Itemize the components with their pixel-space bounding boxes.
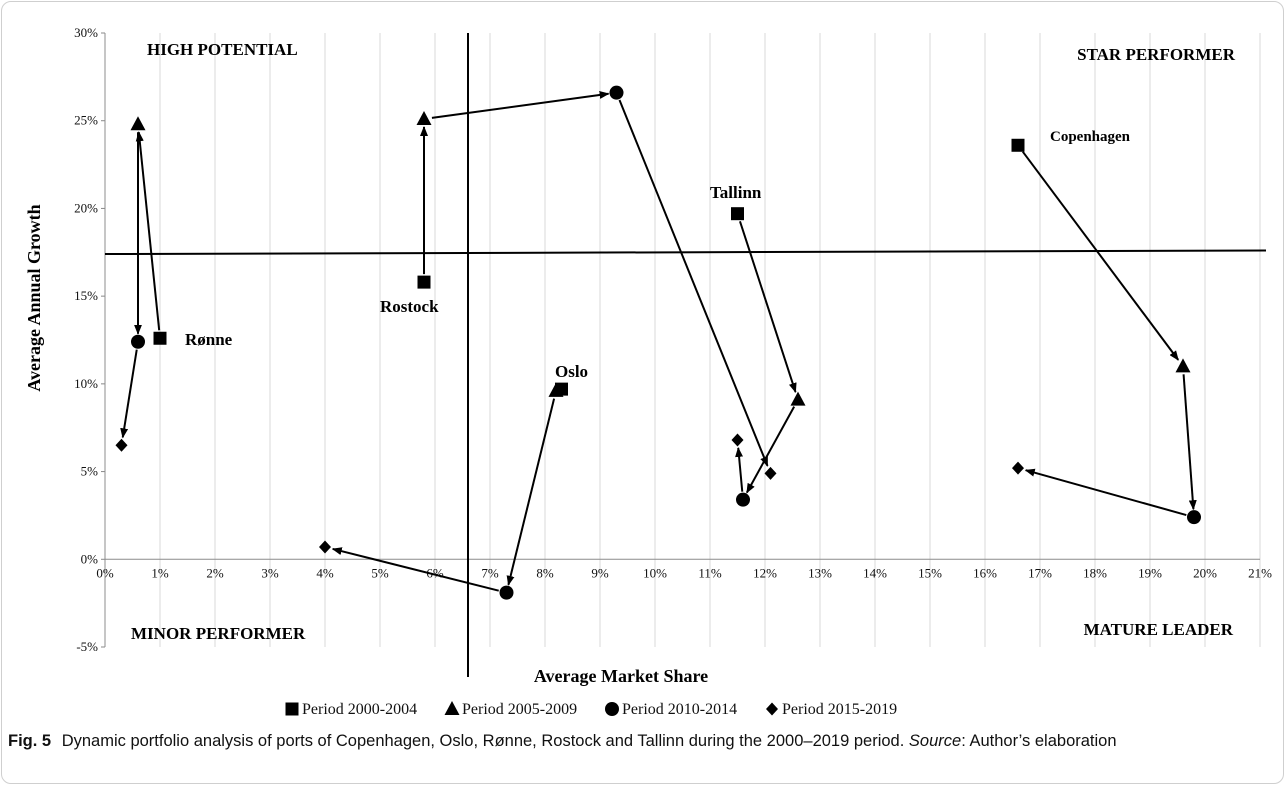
y-tick-label: 15% [74,288,98,303]
trajectory-arrow [1021,151,1180,361]
y-tick-label: 5% [81,464,99,479]
legend-marker-triangle [444,701,460,715]
x-tick-label: 9% [591,565,609,580]
x-tick-label: 10% [643,565,667,580]
data-point-diamond [764,466,777,480]
data-point-triangle [790,391,806,406]
data-point-diamond [115,438,128,452]
caption-figure-label: Fig. 5 [8,732,52,750]
trajectory-arrow [506,398,556,586]
trajectory-arrow [1182,374,1197,511]
port-label-copenhagen: Copenhagen [1050,129,1131,145]
trajectory-arrow [618,99,769,467]
quadrant-label-bottom-left: MINOR PERFORMER [131,624,306,643]
reference-lines [104,33,1267,677]
x-tick-label: 18% [1083,565,1107,580]
data-point-diamond [1012,461,1024,475]
data-point-square [417,275,431,289]
trajectory-arrow [735,446,744,492]
y-tick-label: 0% [81,551,99,566]
port-label-oslo: Oslo [555,362,588,381]
x-tick-label: 14% [863,565,887,580]
gridlines [104,33,1261,647]
port-label-tallinn: Tallinn [710,183,762,202]
data-point-square [153,331,167,345]
data-point-triangle [416,110,432,125]
y-tick-label: 10% [74,376,98,391]
x-axis-title: Average Market Share [534,666,708,686]
port-label-rostock: Rostock [380,297,439,316]
x-tick-label: 11% [698,565,722,580]
data-point-circle [736,492,750,507]
x-tick-label: 17% [1028,565,1052,580]
data-point-triangle [130,116,146,131]
legend-label: Period 2000-2004 [302,701,417,718]
y-tick-label: 30% [74,25,98,40]
legend-label: Period 2010-2014 [622,701,737,718]
x-tick-label: 3% [261,565,279,580]
x-tick-label: 2% [206,565,224,580]
horizontal-reference-line [104,249,1267,256]
x-tick-label: 21% [1248,565,1272,580]
x-tick-label: 4% [316,565,334,580]
data-point-circle [131,334,145,349]
x-tick-label: 5% [371,565,389,580]
figure-caption: Fig. 5 Dynamic portfolio analysis of por… [8,730,1273,753]
y-axis-title: Average Annual Growth [24,204,44,391]
y-tick-label: -5% [76,639,98,654]
port-label-ronne: Rønne [185,330,233,349]
x-tick-label: 12% [753,565,777,580]
data-point-diamond [319,540,331,554]
data-point-diamond [731,433,744,447]
text-labels: HIGH POTENTIAL STAR PERFORMER MINOR PERF… [24,40,1236,686]
caption-source-text: : Author’s elaboration [961,732,1117,750]
quadrant-label-top-right: STAR PERFORMER [1077,45,1236,64]
trajectory-arrow [135,131,161,331]
x-tick-label: 8% [536,565,554,580]
y-tick-label: 25% [74,113,98,128]
trajectory-arrows [120,90,1197,592]
x-tick-label: 19% [1138,565,1162,580]
data-markers [115,85,1201,600]
legend: Period 2000-2004 Period 2005-2009 Period 2… [285,701,897,718]
data-point-circle [609,85,624,100]
trajectory-arrow [120,349,138,439]
x-tick-label: 15% [918,565,942,580]
x-tick-label: 13% [808,565,832,580]
trajectory-arrow [745,406,796,494]
legend-label: Period 2015-2019 [782,701,897,718]
data-point-triangle [1175,358,1191,373]
x-tick-label: 1% [151,565,169,580]
trajectory-arrow [1024,468,1187,516]
data-point-square [1011,138,1025,152]
data-point-triangle [548,382,564,397]
x-tick-label: 20% [1193,565,1217,580]
portfolio-chart: 0% 1% 2% 3% 4% 5% 6% 7% 8% 9% 10% 11% 12% 13% 14% 15% 16… [24,25,1272,718]
legend-marker-square [285,702,299,716]
trajectory-arrow [331,547,499,592]
data-point-circle [1187,510,1201,525]
y-tick-label: 20% [74,200,98,215]
legend-label: Period 2005-2009 [462,701,577,718]
legend-marker-diamond [766,702,778,716]
data-point-circle [499,585,514,600]
data-point-square [731,207,744,221]
trajectory-arrow [739,220,797,393]
x-tick-label: 16% [973,565,997,580]
axes: 0% 1% 2% 3% 4% 5% 6% 7% 8% 9% 10% 11% 12% 13% 14% 15% 16… [74,25,1272,654]
trajectory-arrow [431,90,610,119]
legend-marker-circle [605,702,619,716]
caption-source-label: Source [908,732,962,750]
x-tick-label: 7% [481,565,499,580]
quadrant-label-top-left: HIGH POTENTIAL [147,40,298,59]
quadrant-label-bottom-right: MATURE LEADER [1084,620,1234,639]
caption-text: Dynamic portfolio analysis of ports of C… [61,732,905,750]
